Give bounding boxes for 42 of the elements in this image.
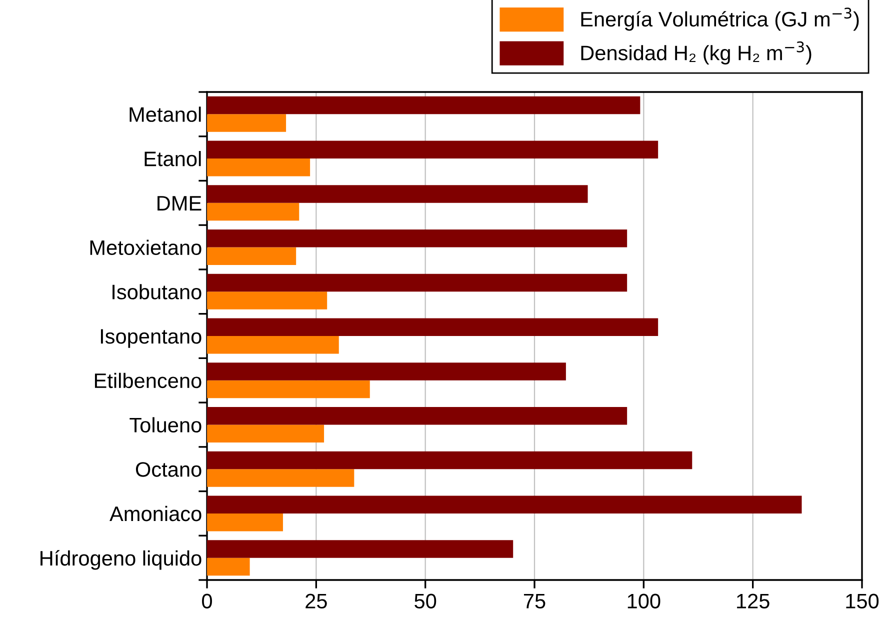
bar — [207, 292, 328, 310]
y-tick-label: Metoxietano — [90, 240, 202, 256]
x-tick-label: 25 — [306, 594, 327, 608]
x-tick-label: 50 — [414, 594, 436, 608]
bar — [207, 362, 566, 380]
y-tick-label: Octano — [136, 462, 202, 477]
x-tick-label: 125 — [737, 594, 770, 608]
bar — [207, 336, 339, 354]
bar — [207, 424, 324, 442]
y-tick-label: Tolueno — [130, 417, 202, 432]
bar — [207, 496, 802, 514]
bar — [207, 318, 658, 336]
bar — [207, 140, 658, 159]
legend-label: Densidad H₂ (kg H₂ m$^{−3}$) — [581, 41, 812, 64]
y-tick-label: Isobutano — [112, 284, 202, 300]
y-tick-label: Etanol — [144, 150, 201, 166]
y-tick-label: Hídrogeno liquido — [40, 550, 202, 570]
y-tick-label: Etilbenceno — [94, 372, 202, 388]
x-tick-label: 0 — [202, 594, 212, 608]
bar — [207, 96, 640, 114]
bar — [207, 185, 588, 203]
bar — [207, 158, 310, 176]
bar — [207, 202, 300, 221]
y-tick-label: Isopentano — [100, 329, 202, 348]
y-tick-label: Metanol — [130, 106, 201, 122]
x-tick-label: 100 — [628, 594, 660, 608]
x-tick-label: 75 — [524, 594, 546, 608]
bar — [207, 406, 628, 425]
x-tick-label: 150 — [846, 594, 879, 608]
bar — [207, 540, 514, 558]
bar — [207, 558, 250, 576]
legend-label: Energía Volumétrica (GJ m$^{−3}$) — [581, 8, 859, 31]
bar — [207, 380, 370, 398]
bar — [207, 230, 628, 248]
bar — [207, 247, 296, 266]
bar — [207, 114, 286, 132]
bar — [207, 469, 354, 487]
bar — [207, 513, 283, 532]
y-tick-label: DME — [158, 196, 202, 210]
bar — [207, 451, 692, 470]
y-tick-label: Amoniaco — [110, 506, 202, 522]
bar — [207, 274, 628, 292]
